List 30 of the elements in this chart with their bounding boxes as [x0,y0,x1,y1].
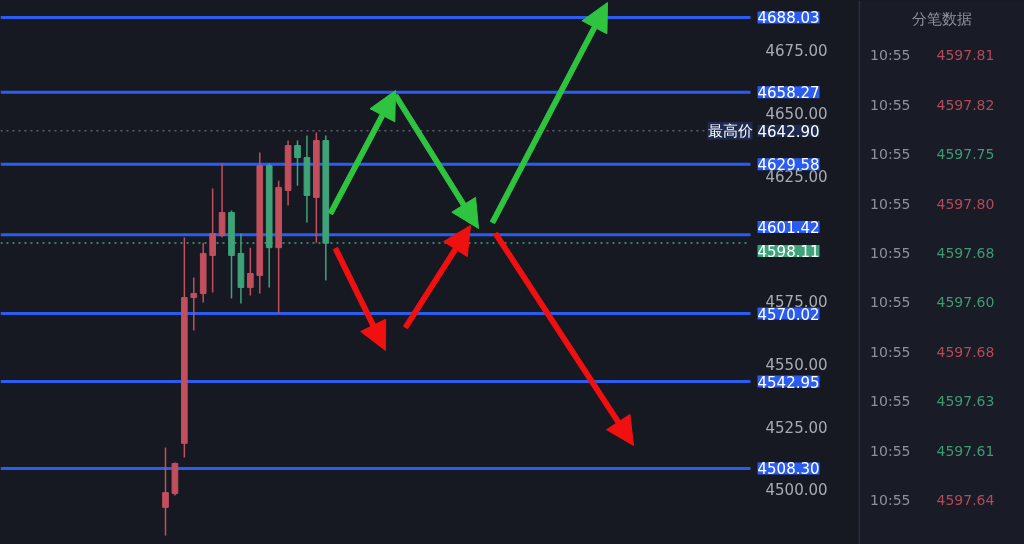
y-tick-label: 4650.00 [765,104,828,123]
candlestick [190,276,198,332]
text: 10:55 4597.61 [870,442,995,459]
y-tick-label: 4675.00 [765,42,828,61]
y-tick-label: 4550.00 [765,355,828,374]
annotation: 最高价 [707,121,753,140]
y-tick-label: 4525.00 [765,418,828,437]
ref-line-label: 4508.30 [757,460,820,479]
text: 10:55 4597.75 [870,146,995,163]
text: 10:55 4597.82 [870,96,995,113]
candlestick [218,162,226,239]
ref-line-label: 4601.42 [757,218,820,237]
text: 10:55 4597.68 [870,343,995,360]
text: 分笔数据 [911,10,972,29]
text: 10:55 4597.60 [870,294,995,311]
candlestick [209,187,216,294]
text: 10:55 4597.81 [870,47,995,64]
ref-line-label: 4598.11 [757,242,820,261]
candlestick [294,139,301,187]
candlestick [162,446,169,537]
ref-line-label: 4542.95 [757,373,820,392]
y-tick-label: 4500.00 [765,481,828,500]
text: 10:55 4597.63 [870,393,995,410]
candlestick [247,246,254,297]
text: 10:55 4597.68 [870,244,995,261]
ref-line-label: 4658.27 [757,84,820,103]
ref-line-label: 4688.03 [757,9,820,28]
text: 10:55 4597.80 [870,195,995,212]
text: 10:55 4597.64 [870,492,995,509]
ref-line-label: 4642.90 [757,122,820,141]
